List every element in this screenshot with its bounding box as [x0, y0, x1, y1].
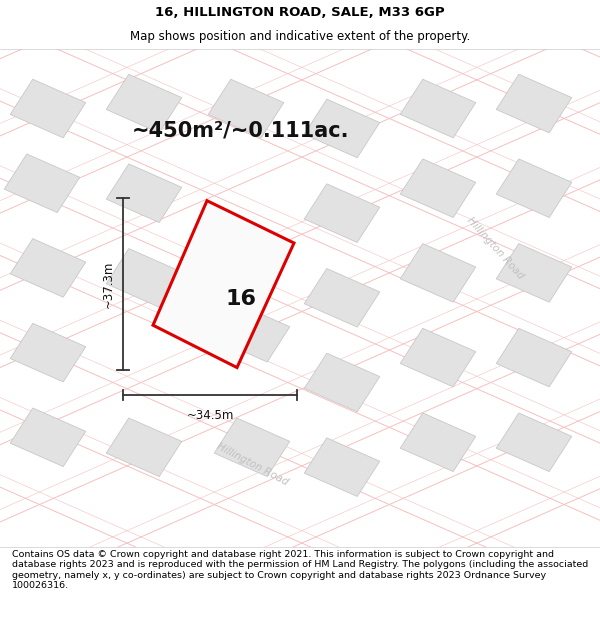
Polygon shape: [496, 413, 572, 471]
Polygon shape: [496, 328, 572, 387]
Polygon shape: [10, 408, 86, 467]
Polygon shape: [400, 244, 476, 302]
Polygon shape: [496, 244, 572, 302]
Text: ~450m²/~0.111ac.: ~450m²/~0.111ac.: [131, 121, 349, 141]
Polygon shape: [304, 269, 380, 327]
Polygon shape: [304, 353, 380, 412]
Polygon shape: [400, 79, 476, 138]
Text: Hillington Road: Hillington Road: [215, 442, 289, 488]
Polygon shape: [400, 328, 476, 387]
Polygon shape: [106, 74, 182, 133]
Polygon shape: [208, 79, 284, 138]
Text: 16, HILLINGTON ROAD, SALE, M33 6GP: 16, HILLINGTON ROAD, SALE, M33 6GP: [155, 6, 445, 19]
Polygon shape: [400, 159, 476, 218]
Polygon shape: [214, 418, 290, 476]
Polygon shape: [496, 74, 572, 133]
Text: 16: 16: [225, 289, 256, 309]
Polygon shape: [304, 184, 380, 242]
Text: Contains OS data © Crown copyright and database right 2021. This information is : Contains OS data © Crown copyright and d…: [12, 550, 588, 590]
Polygon shape: [214, 303, 290, 362]
Polygon shape: [4, 154, 80, 212]
Polygon shape: [304, 99, 380, 158]
Polygon shape: [10, 239, 86, 298]
Text: ~37.3m: ~37.3m: [101, 261, 115, 308]
Polygon shape: [10, 79, 86, 138]
Polygon shape: [106, 249, 182, 307]
Polygon shape: [496, 159, 572, 218]
Text: Hillington Road: Hillington Road: [464, 215, 526, 281]
Polygon shape: [153, 201, 294, 368]
Polygon shape: [10, 323, 86, 382]
Polygon shape: [400, 413, 476, 471]
Polygon shape: [106, 418, 182, 476]
Text: ~34.5m: ~34.5m: [187, 409, 233, 422]
Polygon shape: [106, 164, 182, 222]
Polygon shape: [208, 219, 284, 278]
Polygon shape: [304, 438, 380, 496]
Text: Map shows position and indicative extent of the property.: Map shows position and indicative extent…: [130, 30, 470, 43]
